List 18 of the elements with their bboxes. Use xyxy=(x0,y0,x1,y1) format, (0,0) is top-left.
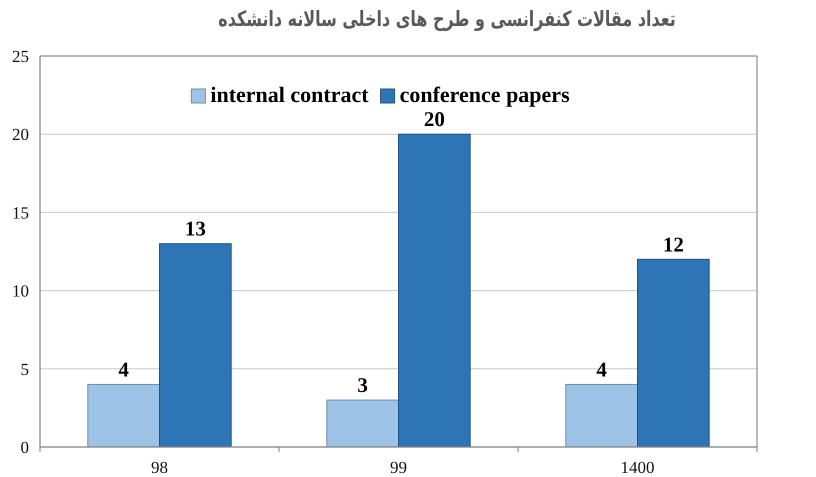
data-label: 4 xyxy=(596,357,608,382)
legend-label: conference papers xyxy=(400,82,570,107)
title: تعداد مقالات کنفرانسی و طرح های داخلی سالانه دانشکده xyxy=(218,8,676,32)
x-tick-label: 1400 xyxy=(620,458,654,477)
y-tick-label: 20 xyxy=(12,125,29,144)
data-label: 13 xyxy=(184,216,206,241)
data-label: 20 xyxy=(424,107,445,132)
data-label: 12 xyxy=(662,232,684,256)
y-tick-label: 25 xyxy=(12,47,29,66)
data-label: 3 xyxy=(357,373,368,398)
legend-label: internal contract xyxy=(210,82,370,107)
y-tick-label: 15 xyxy=(12,203,29,222)
x-tick-label: 98 xyxy=(151,458,168,477)
y-tick-label: 10 xyxy=(12,282,29,301)
data-label: 4 xyxy=(118,357,130,382)
y-tick-label: 0 xyxy=(20,438,29,457)
y-tick-label: 5 xyxy=(20,360,29,379)
x-tick-label: 99 xyxy=(390,458,407,477)
